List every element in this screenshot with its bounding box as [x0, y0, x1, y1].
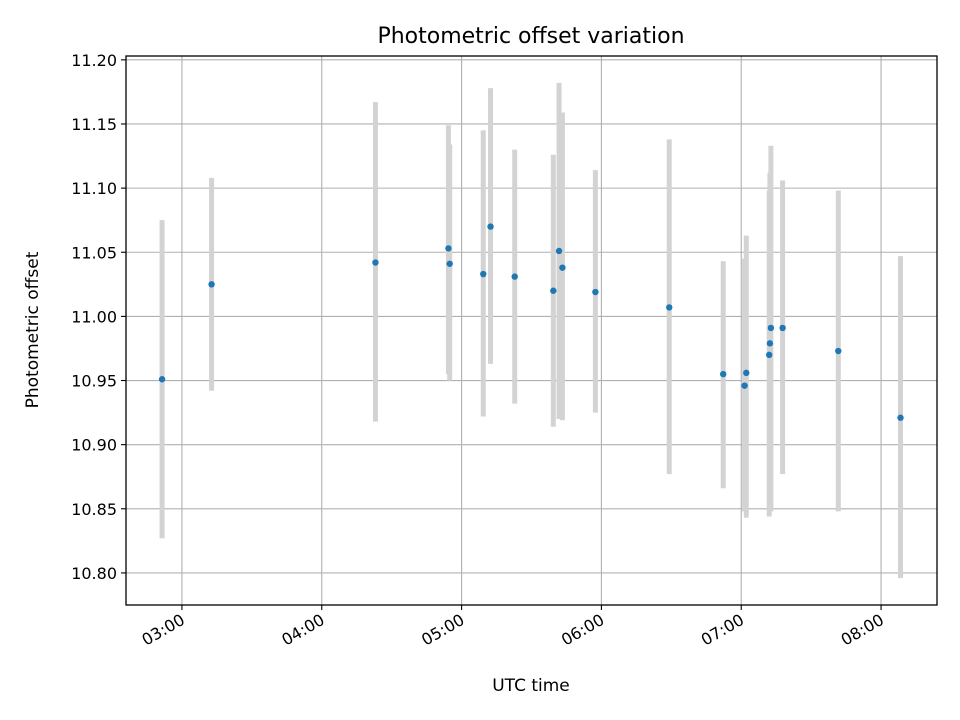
x-tick-label: 03:00 [138, 610, 187, 650]
x-tick-label: 08:00 [838, 610, 887, 650]
plot-frame [125, 55, 938, 606]
data-point [158, 376, 166, 383]
data-point [779, 324, 786, 332]
chart-title: Photometric offset variation [377, 24, 684, 49]
x-tick-label: 05:00 [418, 610, 467, 650]
data-point [767, 324, 775, 332]
data-point [559, 264, 566, 271]
data-point [897, 414, 904, 421]
data-point [835, 347, 842, 355]
data-point [766, 340, 774, 347]
data-point [550, 287, 557, 294]
x-axis-label: UTC time [492, 676, 570, 696]
x-tick-label: 07:00 [698, 610, 747, 650]
point-layer [158, 223, 904, 421]
data-point [208, 281, 215, 288]
y-axis-ticks: 10.80 10.85 10.90 10.95 11.00 11.05 11.10 11.15… [71, 51, 126, 583]
data-point [372, 259, 379, 266]
y-tick-label: 11.10 [71, 179, 117, 198]
y-tick-label: 11.05 [71, 243, 117, 262]
y-axis-label: Photometric offset [23, 251, 43, 408]
data-point [480, 270, 487, 278]
x-tick-label: 04:00 [278, 610, 327, 650]
data-point [592, 288, 599, 296]
errorbar-layer [159, 82, 904, 579]
grid-layer [126, 56, 937, 605]
y-tick-label: 11.00 [71, 307, 117, 326]
data-point [487, 223, 494, 230]
data-point [766, 351, 773, 359]
data-point [720, 370, 727, 378]
data-point [741, 382, 748, 389]
y-tick-label: 10.95 [71, 372, 117, 391]
data-point [445, 245, 452, 252]
y-tick-label: 10.90 [71, 436, 117, 455]
data-point [555, 247, 563, 255]
y-tick-label: 11.20 [71, 51, 117, 70]
x-axis-ticks: 03:00 04:00 05:00 06:00 07:00 08:00 [138, 605, 887, 650]
data-point [511, 273, 518, 280]
data-point [666, 304, 673, 311]
y-tick-label: 10.80 [71, 564, 117, 583]
data-point [743, 369, 750, 377]
y-tick-label: 10.85 [71, 500, 117, 519]
data-point [446, 260, 453, 267]
y-tick-label: 11.15 [71, 115, 117, 134]
x-tick-label: 06:00 [558, 610, 607, 650]
